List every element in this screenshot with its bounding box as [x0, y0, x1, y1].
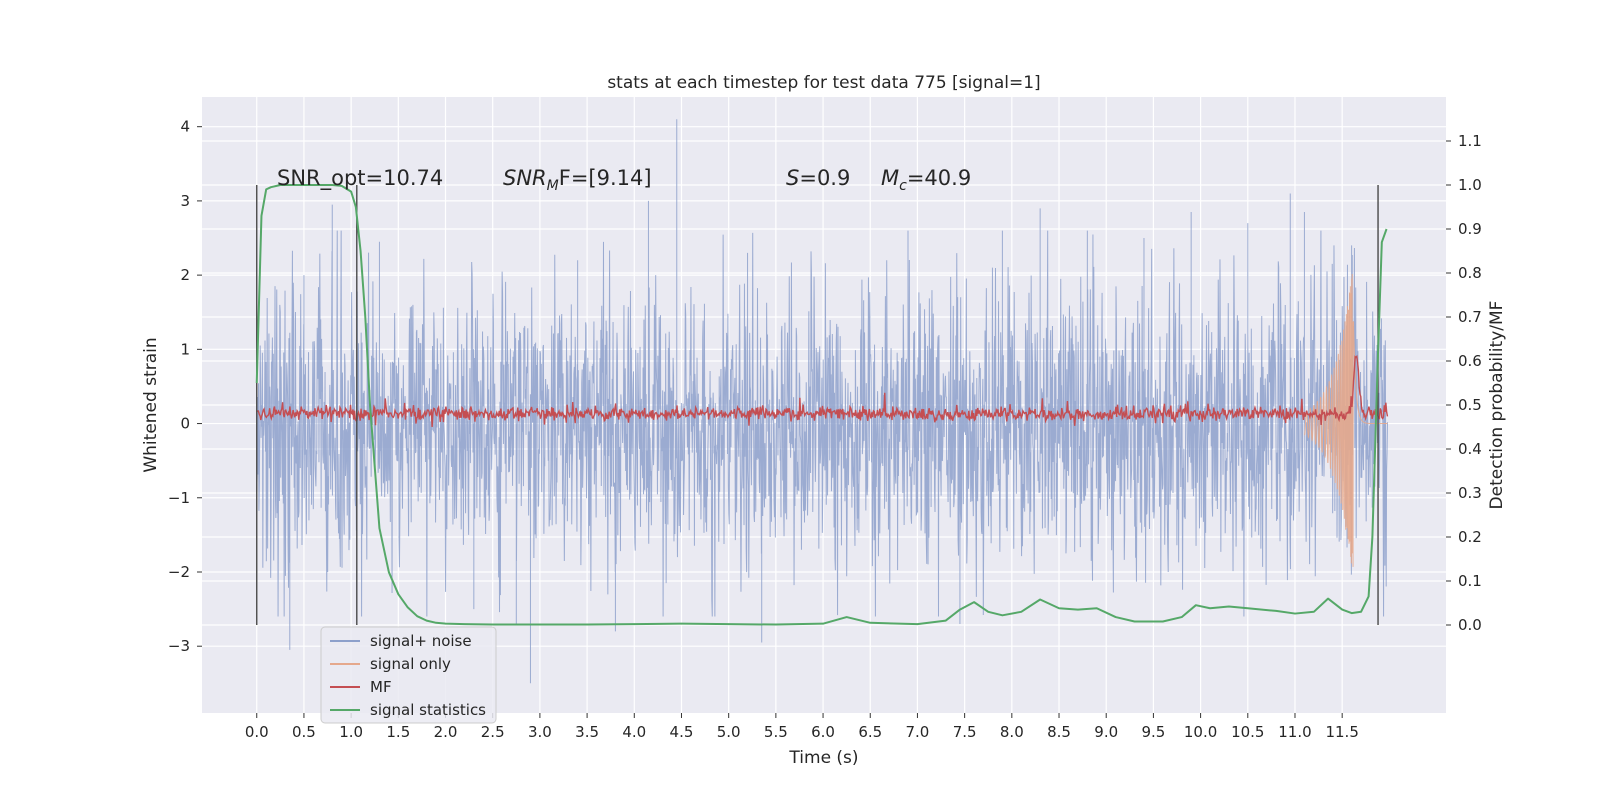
x-axis-ticks: 0.0 0.5 1.0 1.5 2.0 2.5 3.0 3.5 4.0 4.5 5.0 5.5 6.0 6…: [245, 713, 1359, 741]
y-axis-left-ticks: −3 −2 −1 0 1 2 3 4: [168, 118, 202, 655]
y-right-tick-label: 0.1: [1458, 572, 1482, 590]
x-tick-label: 7.0: [906, 723, 930, 741]
y-right-tick-label: 1.0: [1458, 176, 1482, 194]
legend-box: [320, 626, 497, 724]
y-axis-right-label: Detection probability/MF: [1487, 301, 1507, 510]
x-tick-label: 3.5: [575, 723, 599, 741]
x-tick-label: 9.5: [1141, 723, 1165, 741]
y-right-tick-label: 0.6: [1458, 352, 1482, 370]
annotation-mc-sub: c: [899, 178, 907, 194]
annotations: SNR_opt=10.74 SNRMF=[9.14] S=0.9 Mc=40.9: [277, 166, 971, 194]
x-tick-label: 10.5: [1231, 723, 1264, 741]
signal-statistics-series: [255, 184, 1388, 626]
annotation-mc-tail: =40.9: [907, 166, 971, 190]
y-left-tick-label: 1: [180, 340, 190, 358]
annotation-snr-mf: SNRMF=[9.14]: [503, 166, 652, 194]
signal-statistics-line: [255, 184, 1388, 626]
y-right-tick-label: 0.2: [1458, 528, 1482, 546]
annotation-snr-mf-main: SNR: [503, 166, 547, 190]
chart-title: stats at each timestep for test data 775…: [607, 73, 1040, 93]
x-tick-label: 8.0: [1000, 723, 1024, 741]
mf-series: [256, 354, 1389, 428]
x-tick-label: 2.5: [481, 723, 505, 741]
x-tick-label: 9.0: [1094, 723, 1118, 741]
y-left-tick-label: 2: [180, 266, 190, 284]
annotation-s: S=0.9: [786, 166, 850, 190]
x-tick-label: 4.0: [622, 723, 646, 741]
x-tick-label: 6.5: [858, 723, 882, 741]
y-right-tick-label: 1.1: [1458, 132, 1482, 150]
y-left-tick-label: 3: [180, 192, 190, 210]
signal-noise-series: [256, 119, 1388, 684]
y-axis-left-label: Whitened strain: [141, 337, 161, 472]
y-right-tick-label: 0.9: [1458, 220, 1482, 238]
x-tick-label: 1.0: [339, 723, 363, 741]
y-right-tick-label: 0.4: [1458, 440, 1482, 458]
x-tick-label: 11.5: [1325, 723, 1358, 741]
y-axis-right-ticks: 0.0 0.1 0.2 0.3 0.4 0.5 0.6 0.7 0.8 0.9 1.0 1.1: [1446, 132, 1482, 634]
x-tick-label: 8.5: [1047, 723, 1071, 741]
y-left-tick-label: −2: [168, 563, 190, 581]
x-tick-label: 4.5: [670, 723, 694, 741]
x-tick-label: 10.0: [1184, 723, 1217, 741]
annotation-mc: Mc=40.9: [881, 166, 971, 194]
legend-label-signal-noise: signal+ noise: [370, 632, 472, 650]
x-tick-label: 5.5: [764, 723, 788, 741]
signal-noise-line: [256, 119, 1388, 684]
vertical-markers: [256, 185, 1379, 625]
annotation-mc-main: M: [881, 166, 899, 190]
y-left-tick-label: −1: [168, 489, 190, 507]
y-right-tick-label: 0.8: [1458, 264, 1482, 282]
y-left-tick-label: −3: [168, 637, 190, 655]
x-tick-label: 0.0: [245, 723, 269, 741]
annotation-snr-mf-tail: F=[9.14]: [559, 166, 652, 190]
y-right-tick-label: 0.0: [1458, 616, 1482, 634]
signal-only-line: [1304, 274, 1388, 567]
y-right-tick-label: 0.5: [1458, 396, 1482, 414]
y-right-tick-label: 0.3: [1458, 484, 1482, 502]
x-axis-label: Time (s): [788, 748, 858, 768]
x-tick-label: 11.0: [1278, 723, 1311, 741]
legend-label-signal-only: signal only: [370, 655, 451, 673]
legend-label-mf: MF: [370, 678, 392, 696]
annotation-snr-mf-sub: M: [547, 178, 559, 194]
annotation-s-main: S: [786, 166, 799, 190]
y-left-tick-label: 4: [180, 118, 190, 136]
annotation-snr-opt: SNR_opt=10.74: [277, 166, 443, 191]
legend: signal+ noise signal only MF signal stat…: [320, 626, 497, 724]
mf-line: [256, 354, 1389, 428]
annotation-s-tail: =0.9: [799, 166, 850, 190]
x-tick-label: 6.0: [811, 723, 835, 741]
x-tick-label: 5.0: [717, 723, 741, 741]
x-tick-label: 3.0: [528, 723, 552, 741]
x-tick-label: 7.5: [953, 723, 977, 741]
x-tick-label: 0.5: [292, 723, 316, 741]
x-tick-label: 1.5: [386, 723, 410, 741]
y-right-tick-label: 0.7: [1458, 308, 1482, 326]
y-left-tick-label: 0: [180, 415, 190, 433]
signal-only-series: [1304, 274, 1388, 567]
x-tick-label: 2.0: [434, 723, 458, 741]
legend-label-signal-statistics: signal statistics: [370, 701, 486, 719]
